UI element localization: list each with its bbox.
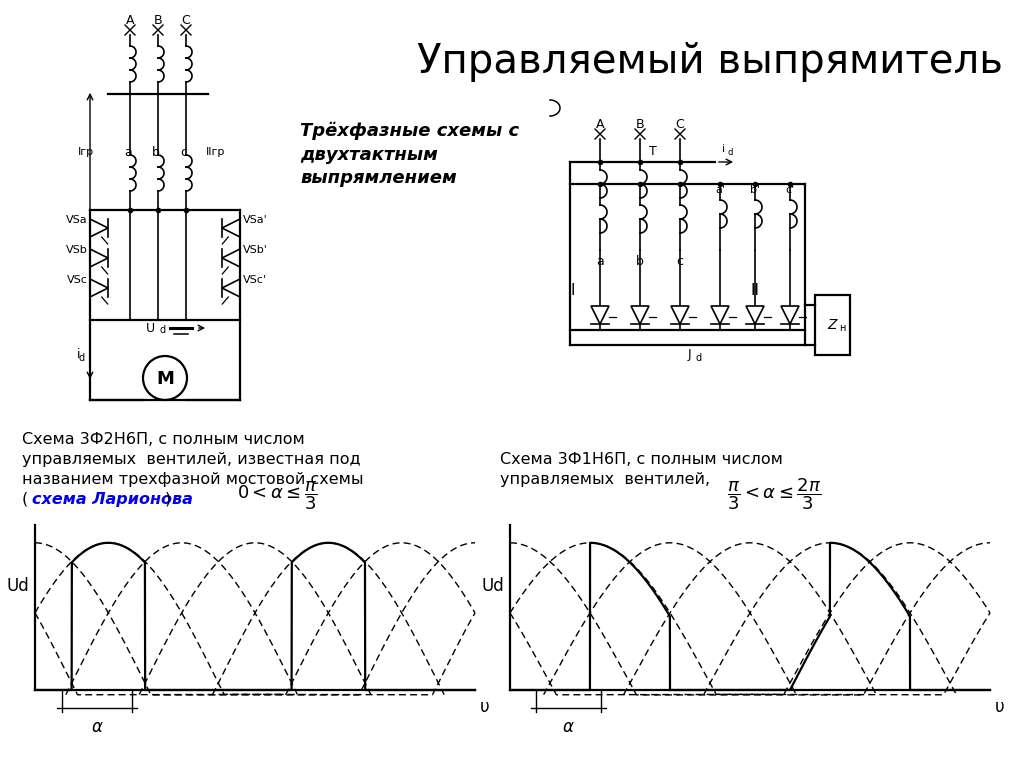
- Text: $\dfrac{\pi}{3} < \alpha \leq \dfrac{2\pi}{3}$: $\dfrac{\pi}{3} < \alpha \leq \dfrac{2\p…: [727, 476, 821, 512]
- Text: T: T: [649, 145, 656, 158]
- Text: Схема 3Ф1Н6П, с полным числом: Схема 3Ф1Н6П, с полным числом: [500, 452, 783, 467]
- Text: схема Ларионова: схема Ларионова: [32, 492, 193, 507]
- Text: Ud: Ud: [481, 577, 504, 595]
- Text: управляемых  вентилей, известная под: управляемых вентилей, известная под: [22, 452, 360, 467]
- Text: VSa': VSa': [243, 215, 267, 225]
- Text: b: b: [636, 255, 644, 268]
- Text: С: С: [676, 118, 684, 131]
- Text: VSc: VSc: [68, 275, 88, 285]
- Text: b: b: [152, 145, 160, 158]
- Text: названием трехфазной мостовой схемы: названием трехфазной мостовой схемы: [22, 472, 364, 487]
- Text: Управляемый выпрямитель: Управляемый выпрямитель: [417, 42, 1002, 82]
- Text: $0 < \alpha \leq \dfrac{\pi}{3}$: $0 < \alpha \leq \dfrac{\pi}{3}$: [237, 479, 317, 512]
- Text: c': c': [785, 185, 795, 195]
- Text: IIгр: IIгр: [206, 147, 225, 157]
- Text: Z: Z: [827, 318, 837, 332]
- Text: d: d: [695, 353, 701, 363]
- Text: C: C: [181, 14, 190, 27]
- Text: υ: υ: [480, 698, 489, 716]
- Bar: [815, 295, 850, 355]
- Text: c: c: [677, 255, 683, 268]
- Text: B: B: [154, 14, 163, 27]
- Text: d: d: [159, 325, 165, 335]
- Text: J: J: [688, 348, 691, 361]
- Text: Ud: Ud: [6, 577, 29, 595]
- Text: VSc': VSc': [243, 275, 267, 285]
- Text: Iгр: Iгр: [78, 147, 94, 157]
- Text: M: M: [156, 370, 174, 388]
- Text: A: A: [126, 14, 134, 27]
- Text: А: А: [596, 118, 604, 131]
- Text: b': b': [750, 185, 760, 195]
- Text: Схема 3Ф2Н6П, с полным числом: Схема 3Ф2Н6П, с полным числом: [22, 432, 305, 447]
- Text: i: i: [77, 348, 80, 361]
- Text: VSb: VSb: [67, 245, 88, 255]
- Text: d: d: [728, 148, 733, 157]
- Text: Трёхфазные схемы с
двухтактным
выпрямлением: Трёхфазные схемы с двухтактным выпрямлен…: [300, 122, 519, 187]
- Text: υ: υ: [995, 698, 1005, 716]
- Text: В: В: [636, 118, 644, 131]
- Text: α: α: [563, 718, 573, 736]
- Text: VSa: VSa: [67, 215, 88, 225]
- Text: управляемых  вентилей,: управляемых вентилей,: [500, 472, 710, 487]
- Text: II: II: [751, 283, 760, 298]
- Text: c: c: [180, 145, 187, 158]
- Text: a: a: [124, 145, 132, 158]
- Text: a: a: [596, 255, 604, 268]
- Text: ): ): [165, 492, 171, 507]
- Text: I: I: [570, 283, 575, 298]
- Text: U: U: [145, 322, 155, 335]
- Text: (: (: [22, 492, 29, 507]
- Text: н: н: [839, 323, 846, 333]
- Text: α: α: [91, 718, 102, 736]
- Text: VSb': VSb': [243, 245, 268, 255]
- Text: i: i: [722, 144, 725, 154]
- Text: a': a': [715, 185, 725, 195]
- Text: d: d: [79, 353, 85, 363]
